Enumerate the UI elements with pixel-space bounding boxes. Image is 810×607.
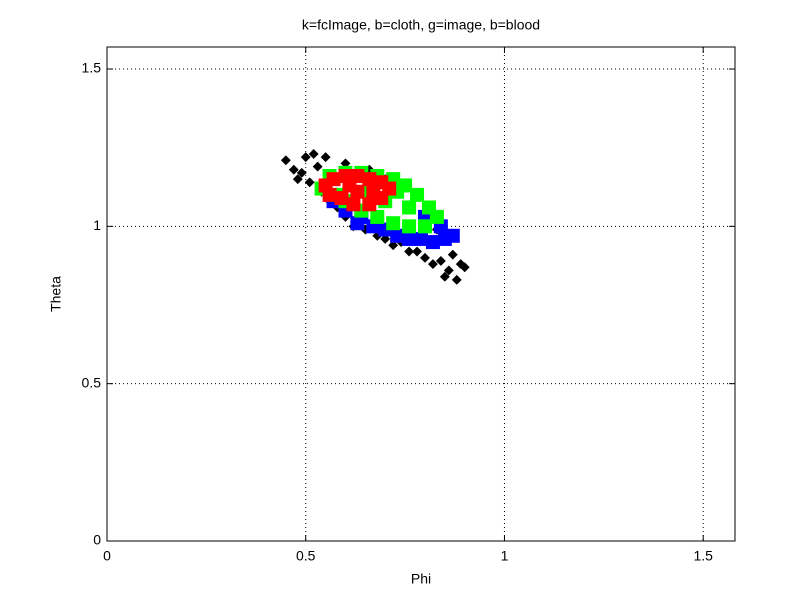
point	[342, 178, 357, 193]
x-tick-label: 1	[501, 548, 509, 564]
chart-title: k=fcImage, b=cloth, g=image, b=blood	[302, 17, 540, 33]
x-tick-label: 1.5	[693, 548, 713, 564]
point	[326, 172, 341, 187]
point	[443, 265, 454, 276]
point	[362, 197, 377, 212]
point	[370, 209, 385, 224]
y-tick-label: 0.5	[82, 374, 102, 390]
point	[439, 271, 450, 282]
point	[320, 152, 331, 163]
point	[288, 164, 299, 175]
point	[417, 219, 432, 234]
x-axis-label: Phi	[411, 571, 431, 587]
y-tick-label: 1	[93, 217, 101, 233]
point	[300, 152, 311, 163]
x-tick-label: 0	[103, 548, 111, 564]
point	[334, 191, 349, 206]
point	[429, 209, 444, 224]
point	[404, 246, 415, 257]
point	[322, 187, 337, 202]
point	[445, 228, 460, 243]
point	[390, 228, 405, 243]
point	[362, 172, 377, 187]
x-tick-label: 0.5	[296, 548, 316, 564]
point	[304, 177, 315, 188]
point	[366, 184, 381, 199]
point	[414, 231, 428, 246]
point	[402, 200, 417, 215]
point	[412, 246, 422, 257]
y-tick-label: 0	[93, 532, 101, 548]
point	[292, 174, 303, 185]
y-axis-label: Theta	[48, 276, 64, 312]
point	[447, 249, 458, 260]
point	[459, 262, 470, 273]
plot-frame	[106, 46, 736, 542]
point	[425, 235, 440, 250]
point	[402, 231, 417, 246]
point	[451, 274, 462, 285]
point	[420, 252, 430, 263]
point	[296, 167, 307, 178]
point	[312, 161, 323, 172]
point	[427, 259, 438, 270]
point	[402, 219, 417, 234]
point	[410, 187, 425, 202]
point	[308, 149, 319, 159]
y-tick-label: 1.5	[82, 60, 102, 76]
point	[346, 197, 361, 212]
point	[435, 256, 446, 266]
point	[280, 155, 291, 166]
point	[386, 216, 401, 231]
